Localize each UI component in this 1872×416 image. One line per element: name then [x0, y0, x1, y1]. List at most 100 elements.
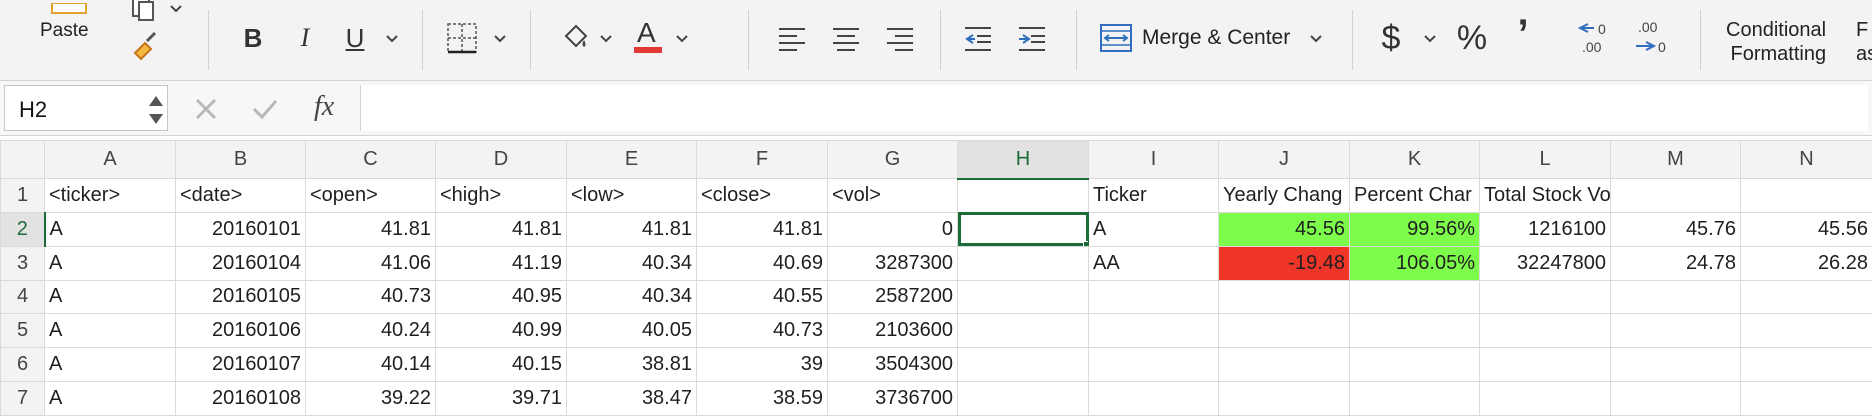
- spin-up-icon[interactable]: [147, 94, 165, 108]
- spin-down-icon[interactable]: [147, 112, 165, 126]
- cell-f6[interactable]: 39: [696, 347, 828, 383]
- cell-b3[interactable]: 20160104: [175, 245, 306, 281]
- cell-g4[interactable]: 2587200: [827, 279, 958, 315]
- cell-m3[interactable]: 24.78: [1610, 245, 1741, 281]
- cell-l3[interactable]: 32247800: [1479, 245, 1611, 281]
- cell-k4[interactable]: [1349, 279, 1480, 315]
- cell-j6[interactable]: [1218, 347, 1350, 383]
- row-header[interactable]: 3: [0, 245, 45, 281]
- column-header-selected[interactable]: H: [957, 140, 1089, 180]
- conditional-formatting-button[interactable]: Conditional Formatting: [1726, 18, 1826, 66]
- copy-button[interactable]: [124, 0, 164, 22]
- row-header[interactable]: 1: [0, 178, 45, 213]
- insert-function-button[interactable]: fx: [314, 91, 335, 122]
- formula-input[interactable]: [360, 85, 1868, 131]
- cell-a2[interactable]: A: [44, 211, 176, 247]
- cell-g5[interactable]: 2103600: [827, 313, 958, 349]
- cell-j4[interactable]: [1218, 279, 1350, 315]
- column-header[interactable]: A: [44, 140, 176, 179]
- cell-e5[interactable]: 40.05: [566, 313, 697, 349]
- cell-m2[interactable]: 45.76: [1610, 211, 1741, 247]
- cell-a6[interactable]: A: [44, 347, 176, 383]
- cell-n5[interactable]: [1740, 313, 1872, 349]
- merge-center-label[interactable]: Merge & Center: [1142, 26, 1291, 49]
- align-left-button[interactable]: [774, 20, 810, 56]
- currency-button[interactable]: $: [1381, 18, 1401, 57]
- cell-d4[interactable]: 40.95: [435, 279, 567, 315]
- italic-button[interactable]: I: [300, 23, 310, 52]
- cell-d5[interactable]: 40.99: [435, 313, 567, 349]
- cell-j3[interactable]: -19.48: [1218, 245, 1350, 281]
- column-header[interactable]: C: [305, 140, 436, 179]
- paste-button[interactable]: [30, 0, 110, 20]
- cell-k5[interactable]: [1349, 313, 1480, 349]
- row-header[interactable]: 6: [0, 347, 45, 383]
- cell-h1[interactable]: [957, 178, 1089, 213]
- cell-k7[interactable]: [1349, 381, 1480, 416]
- align-right-button[interactable]: [882, 20, 918, 56]
- cell-e1[interactable]: <low>: [566, 178, 697, 213]
- cell-h5[interactable]: [957, 313, 1089, 349]
- cell-b4[interactable]: 20160105: [175, 279, 306, 315]
- cell-d6[interactable]: 40.15: [435, 347, 567, 383]
- cell-e6[interactable]: 38.81: [566, 347, 697, 383]
- cell-m7[interactable]: [1610, 381, 1741, 416]
- cell-i5[interactable]: [1088, 313, 1219, 349]
- chevron-down-icon[interactable]: [1424, 34, 1436, 44]
- cell-c2[interactable]: 41.81: [305, 211, 436, 247]
- cell-j1[interactable]: Yearly Chang: [1218, 178, 1350, 213]
- cancel-icon[interactable]: [194, 97, 218, 121]
- cell-a4[interactable]: A: [44, 279, 176, 315]
- name-box-value[interactable]: H2: [19, 97, 48, 122]
- cell-a5[interactable]: A: [44, 313, 176, 349]
- cell-n1[interactable]: [1740, 178, 1872, 213]
- cell-j2[interactable]: 45.56: [1218, 211, 1350, 247]
- cell-m4[interactable]: [1610, 279, 1741, 315]
- column-header[interactable]: G: [827, 140, 958, 179]
- cell-n7[interactable]: [1740, 381, 1872, 416]
- cell-i7[interactable]: [1088, 381, 1219, 416]
- cell-g6[interactable]: 3504300: [827, 347, 958, 383]
- cell-l5[interactable]: [1479, 313, 1611, 349]
- cell-d2[interactable]: 41.81: [435, 211, 567, 247]
- cell-l2[interactable]: 1216100: [1479, 211, 1611, 247]
- cell-f2[interactable]: 41.81: [696, 211, 828, 247]
- select-all-corner[interactable]: [0, 140, 45, 179]
- row-header[interactable]: 7: [0, 381, 45, 416]
- cell-f1[interactable]: <close>: [696, 178, 828, 213]
- cell-m1[interactable]: [1610, 178, 1741, 213]
- cell-d7[interactable]: 39.71: [435, 381, 567, 416]
- cell-b7[interactable]: 20160108: [175, 381, 306, 416]
- confirm-icon[interactable]: [252, 97, 278, 121]
- borders-button[interactable]: [444, 20, 480, 56]
- decrease-decimal-button[interactable]: .00 0: [1632, 16, 1672, 60]
- cell-n4[interactable]: [1740, 279, 1872, 315]
- cell-l4[interactable]: [1479, 279, 1611, 315]
- cell-h7[interactable]: [957, 381, 1089, 416]
- cell-d3[interactable]: 41.19: [435, 245, 567, 281]
- cell-f4[interactable]: 40.55: [696, 279, 828, 315]
- cell-c5[interactable]: 40.24: [305, 313, 436, 349]
- cell-i6[interactable]: [1088, 347, 1219, 383]
- cell-c7[interactable]: 39.22: [305, 381, 436, 416]
- cell-g7[interactable]: 3736700: [827, 381, 958, 416]
- bold-button[interactable]: B: [243, 22, 263, 53]
- cell-b1[interactable]: <date>: [175, 178, 306, 213]
- cell-i4[interactable]: [1088, 279, 1219, 315]
- cell-b6[interactable]: 20160107: [175, 347, 306, 383]
- cell-a3[interactable]: A: [44, 245, 176, 281]
- cell-n2[interactable]: 45.56: [1740, 211, 1872, 247]
- fill-color-button[interactable]: [556, 20, 592, 56]
- column-header[interactable]: J: [1218, 140, 1350, 179]
- column-header[interactable]: B: [175, 140, 306, 179]
- cell-l6[interactable]: [1479, 347, 1611, 383]
- cell-m6[interactable]: [1610, 347, 1741, 383]
- column-header[interactable]: E: [566, 140, 697, 179]
- chevron-down-icon[interactable]: [386, 34, 398, 44]
- format-painter-button[interactable]: [124, 30, 164, 64]
- cell-g3[interactable]: 3287300: [827, 245, 958, 281]
- percent-button[interactable]: %: [1456, 18, 1488, 57]
- cell-h2[interactable]: [957, 211, 1089, 247]
- cell-k1[interactable]: Percent Char: [1349, 178, 1480, 213]
- cell-c3[interactable]: 41.06: [305, 245, 436, 281]
